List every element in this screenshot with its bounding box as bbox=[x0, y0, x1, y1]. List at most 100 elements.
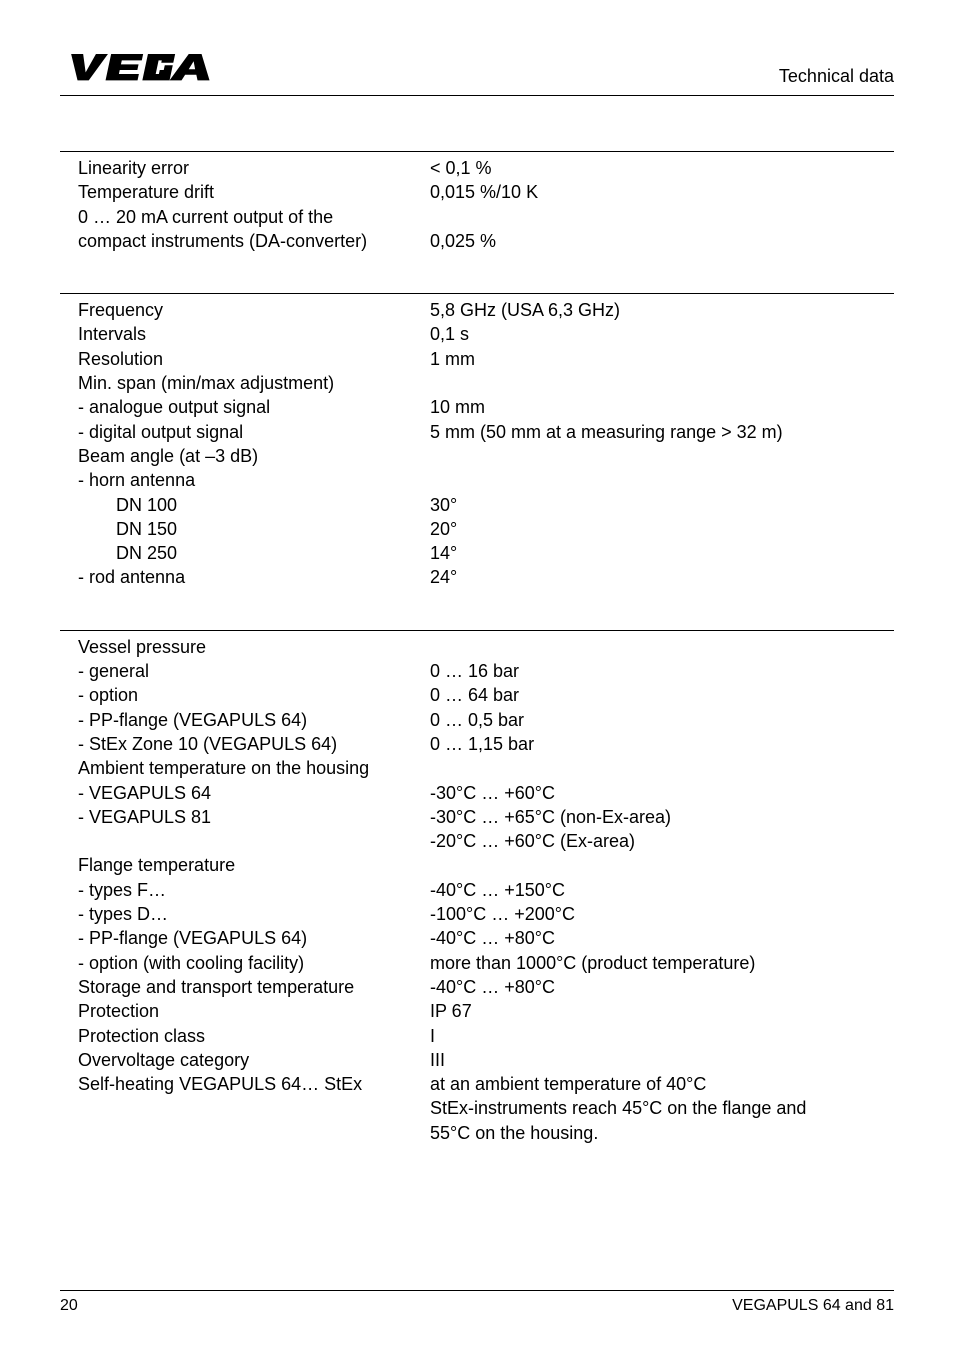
spec-row: - rod antenna24° bbox=[60, 565, 894, 589]
spec-label: - VEGAPULS 64 bbox=[60, 781, 430, 805]
spec-row: Beam angle (at –3 dB) bbox=[60, 444, 894, 468]
spec-value: 14° bbox=[430, 541, 894, 565]
spec-value: < 0,1 % bbox=[430, 156, 894, 180]
spec-value: 0 … 16 bar bbox=[430, 659, 894, 683]
spec-value bbox=[430, 468, 894, 492]
spec-row: 55°C on the housing. bbox=[60, 1121, 894, 1145]
spec-value: 5,8 GHz (USA 6,3 GHz) bbox=[430, 298, 894, 322]
spec-label: Protection bbox=[60, 999, 430, 1023]
spec-label: Beam angle (at –3 dB) bbox=[60, 444, 430, 468]
spec-row: - analogue output signal10 mm bbox=[60, 395, 894, 419]
spec-label: - PP-flange (VEGAPULS 64) bbox=[60, 926, 430, 950]
footer-rule bbox=[60, 1290, 894, 1291]
section-frequency: Frequency5,8 GHz (USA 6,3 GHz)Intervals0… bbox=[60, 293, 894, 590]
spec-row: - option0 … 64 bar bbox=[60, 683, 894, 707]
spec-row: Linearity error< 0,1 % bbox=[60, 156, 894, 180]
spec-label bbox=[60, 1121, 430, 1145]
spec-value bbox=[430, 444, 894, 468]
spec-label: compact instruments (DA-converter) bbox=[60, 229, 430, 253]
spec-value: IP 67 bbox=[430, 999, 894, 1023]
spec-value: -20°C … +60°C (Ex-area) bbox=[430, 829, 894, 853]
spec-label bbox=[60, 829, 430, 853]
spec-value: 55°C on the housing. bbox=[430, 1121, 894, 1145]
spec-label: Overvoltage category bbox=[60, 1048, 430, 1072]
spec-label: - digital output signal bbox=[60, 420, 430, 444]
spec-value: -40°C … +80°C bbox=[430, 975, 894, 999]
spec-row: Min. span (min/max adjustment) bbox=[60, 371, 894, 395]
spec-value: -100°C … +200°C bbox=[430, 902, 894, 926]
spec-value: 20° bbox=[430, 517, 894, 541]
logo-svg bbox=[60, 50, 220, 82]
spec-row: - digital output signal5 mm (50 mm at a … bbox=[60, 420, 894, 444]
spec-row: - PP-flange (VEGAPULS 64)-40°C … +80°C bbox=[60, 926, 894, 950]
spec-value: at an ambient temperature of 40°C bbox=[430, 1072, 894, 1096]
spec-value: -30°C … +60°C bbox=[430, 781, 894, 805]
spec-value: 0 … 64 bar bbox=[430, 683, 894, 707]
spec-label: - rod antenna bbox=[60, 565, 430, 589]
spec-value: 0,025 % bbox=[430, 229, 894, 253]
spec-row: -20°C … +60°C (Ex-area) bbox=[60, 829, 894, 853]
section-rule bbox=[60, 151, 894, 152]
spec-row: DN 10030° bbox=[60, 493, 894, 517]
spec-row: - horn antenna bbox=[60, 468, 894, 492]
spec-label: Protection class bbox=[60, 1024, 430, 1048]
spec-label bbox=[60, 1096, 430, 1120]
spec-row: Resolution1 mm bbox=[60, 347, 894, 371]
spec-value: 0,015 %/10 K bbox=[430, 180, 894, 204]
spec-value: 30° bbox=[430, 493, 894, 517]
spec-label: DN 150 bbox=[60, 517, 430, 541]
spec-label: - types F… bbox=[60, 878, 430, 902]
spec-value bbox=[430, 635, 894, 659]
spec-row: DN 15020° bbox=[60, 517, 894, 541]
spec-row: StEx-instruments reach 45°C on the flang… bbox=[60, 1096, 894, 1120]
spec-value: I bbox=[430, 1024, 894, 1048]
spec-row: - types D…-100°C … +200°C bbox=[60, 902, 894, 926]
doc-title: VEGAPULS 64 and 81 bbox=[732, 1297, 894, 1315]
spec-value bbox=[430, 853, 894, 877]
spec-label: Storage and transport temperature bbox=[60, 975, 430, 999]
spec-value: 24° bbox=[430, 565, 894, 589]
spec-row: 0 … 20 mA current output of the bbox=[60, 205, 894, 229]
spec-row: - VEGAPULS 64-30°C … +60°C bbox=[60, 781, 894, 805]
section-rule bbox=[60, 630, 894, 631]
spec-value: 0 … 1,15 bar bbox=[430, 732, 894, 756]
spec-label: DN 100 bbox=[60, 493, 430, 517]
spec-label: 0 … 20 mA current output of the bbox=[60, 205, 430, 229]
spec-row: Self-heating VEGAPULS 64… StExat an ambi… bbox=[60, 1072, 894, 1096]
spec-label: Min. span (min/max adjustment) bbox=[60, 371, 430, 395]
header-rule bbox=[60, 95, 894, 96]
spec-label: Vessel pressure bbox=[60, 635, 430, 659]
spec-value bbox=[430, 371, 894, 395]
spec-value: 0,1 s bbox=[430, 322, 894, 346]
spec-value: more than 1000°C (product temperature) bbox=[430, 951, 894, 975]
spec-value: III bbox=[430, 1048, 894, 1072]
spec-row: - types F…-40°C … +150°C bbox=[60, 878, 894, 902]
spec-row: Flange temperature bbox=[60, 853, 894, 877]
spec-value: -40°C … +150°C bbox=[430, 878, 894, 902]
vega-logo bbox=[60, 50, 220, 87]
spec-label: - VEGAPULS 81 bbox=[60, 805, 430, 829]
spec-label: Flange temperature bbox=[60, 853, 430, 877]
spec-value: -40°C … +80°C bbox=[430, 926, 894, 950]
spec-row: DN 25014° bbox=[60, 541, 894, 565]
spec-label: - PP-flange (VEGAPULS 64) bbox=[60, 708, 430, 732]
spec-row: Intervals0,1 s bbox=[60, 322, 894, 346]
spec-row: - general0 … 16 bar bbox=[60, 659, 894, 683]
spec-row: - StEx Zone 10 (VEGAPULS 64)0 … 1,15 bar bbox=[60, 732, 894, 756]
spec-row: Overvoltage categoryIII bbox=[60, 1048, 894, 1072]
header-title: Technical data bbox=[779, 66, 894, 87]
spec-value: 1 mm bbox=[430, 347, 894, 371]
spec-row: Protection classI bbox=[60, 1024, 894, 1048]
spec-label: - option (with cooling facility) bbox=[60, 951, 430, 975]
spec-label: Frequency bbox=[60, 298, 430, 322]
spec-row: Storage and transport temperature-40°C …… bbox=[60, 975, 894, 999]
spec-label: Ambient temperature on the housing bbox=[60, 756, 430, 780]
spec-value: 5 mm (50 mm at a measuring range > 32 m) bbox=[430, 420, 894, 444]
spec-row: compact instruments (DA-converter)0,025 … bbox=[60, 229, 894, 253]
spec-label: - horn antenna bbox=[60, 468, 430, 492]
spec-row: - PP-flange (VEGAPULS 64)0 … 0,5 bar bbox=[60, 708, 894, 732]
spec-row: - VEGAPULS 81-30°C … +65°C (non-Ex-area) bbox=[60, 805, 894, 829]
spec-value: 10 mm bbox=[430, 395, 894, 419]
spec-label: Self-heating VEGAPULS 64… StEx bbox=[60, 1072, 430, 1096]
spec-row: Vessel pressure bbox=[60, 635, 894, 659]
